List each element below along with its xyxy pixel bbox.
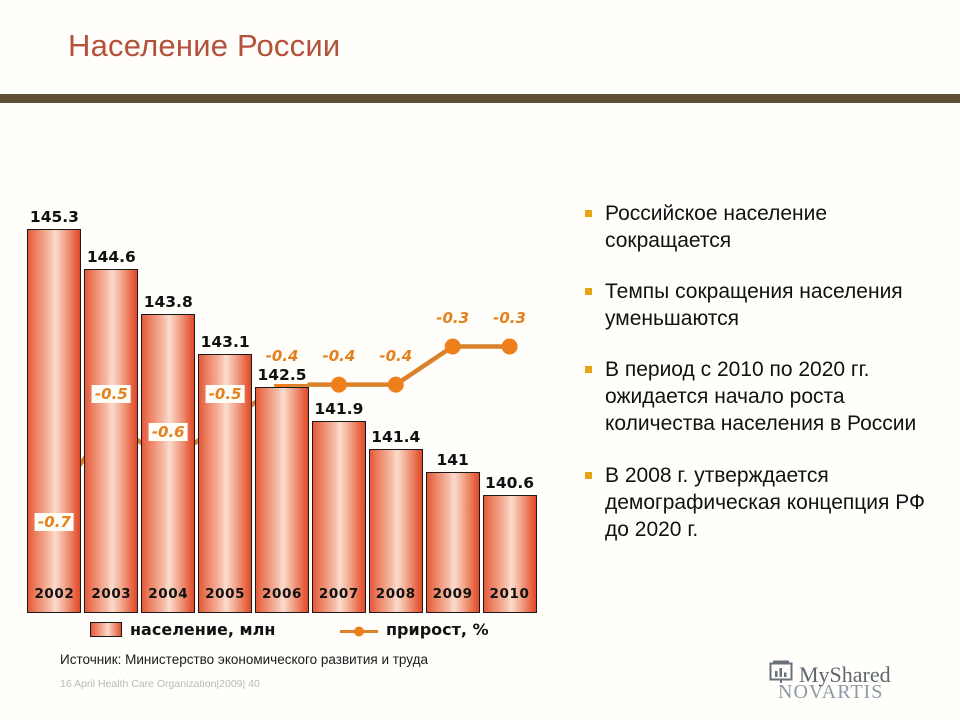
chart-plot-area: 145.3 144.6 143.8 143.1 142.5 141.9 141.4 141 14… xyxy=(26,190,538,613)
bar-slot: 141.9 xyxy=(311,190,366,613)
presentation-board-icon xyxy=(768,660,794,689)
x-axis-label-2005: 2005 xyxy=(205,586,246,602)
bar-slot: 143.8 xyxy=(141,190,196,613)
bullet-item: В 2008 г. утверждается демографическая к… xyxy=(585,462,945,543)
legend-label-growth: прирост, % xyxy=(386,620,489,639)
population-bar[interactable] xyxy=(311,421,366,613)
growth-rate-marker[interactable] xyxy=(387,376,404,393)
growth-rate-value-label: -0.5 xyxy=(205,384,245,403)
x-axis-label-2006: 2006 xyxy=(262,586,302,602)
growth-rate-value-label: -0.7 xyxy=(35,512,74,531)
growth-rate-value-label: -0.4 xyxy=(262,346,302,365)
bullet-item: Российское население сокращается xyxy=(585,200,945,254)
bar-swatch-icon xyxy=(90,622,122,637)
bullet-square-icon xyxy=(585,471,592,479)
population-bar[interactable] xyxy=(368,449,423,613)
bar-value-label: 145.3 xyxy=(28,208,80,227)
bullet-item: Темпы сокращения населения уменьшаются xyxy=(585,278,945,332)
growth-rate-marker[interactable] xyxy=(444,338,461,355)
x-axis-tick-labels: 2002 2003 2004 2005 2006 2007 2008 2009 2010 xyxy=(26,586,538,606)
population-chart: 145.3 144.6 143.8 143.1 142.5 141.9 141.4 141 14… xyxy=(0,150,560,650)
chart-legend: население, млн прирост, % xyxy=(90,620,510,646)
x-axis-label-2004: 2004 xyxy=(148,586,189,602)
bar-value-label: 143.8 xyxy=(142,293,194,312)
population-bar[interactable] xyxy=(84,268,139,613)
myshared-label: MyShared xyxy=(799,661,891,687)
bullet-text: В период с 2010 по 2020 гг. ожидается на… xyxy=(605,358,917,436)
x-axis-label-2003: 2003 xyxy=(91,586,132,602)
population-bar[interactable] xyxy=(141,314,196,613)
growth-rate-marker[interactable] xyxy=(330,376,347,393)
population-bar[interactable] xyxy=(255,387,309,613)
bar-value-label: 141.9 xyxy=(313,400,365,419)
bar-value-label: 144.6 xyxy=(85,247,137,266)
footer-note: 16 April Health Care Organization|2009| … xyxy=(60,678,260,690)
x-axis-label-2010: 2010 xyxy=(489,586,530,602)
bullet-list: Российское население сокращается Темпы со… xyxy=(585,200,945,567)
legend-item-growth: прирост, % xyxy=(340,620,489,639)
growth-rate-value-label: -0.4 xyxy=(376,346,416,365)
bar-value-label: 143.1 xyxy=(199,332,251,351)
title-divider xyxy=(0,94,960,103)
bar-value-label: 141 xyxy=(435,451,470,469)
x-axis-label-2002: 2002 xyxy=(34,586,75,602)
source-note: Источник: Министерство экономического ра… xyxy=(60,652,428,667)
growth-rate-value-label: -0.3 xyxy=(490,308,529,327)
bar-value-label: 140.6 xyxy=(484,473,536,492)
line-swatch-icon xyxy=(340,623,378,637)
legend-label-population: население, млн xyxy=(130,620,276,639)
x-axis-label-2008: 2008 xyxy=(375,586,416,602)
bar-slot: 140.6 xyxy=(482,190,537,613)
bar-value-label: 142.5 xyxy=(256,366,308,385)
bar-value-label: 141.4 xyxy=(370,428,422,447)
bullet-square-icon xyxy=(585,210,592,217)
bullet-square-icon xyxy=(585,366,592,374)
myshared-watermark: MyShared xyxy=(768,660,891,689)
novartis-logo: NOVARTIS xyxy=(778,681,884,703)
x-axis-label-2009: 2009 xyxy=(432,586,473,602)
bullet-text: Темпы сокращения населения уменьшаются xyxy=(605,280,903,331)
population-bar[interactable] xyxy=(425,472,480,613)
bar-slot: 141 xyxy=(425,190,480,613)
growth-rate-value-label: -0.4 xyxy=(319,346,359,365)
growth-rate-value-label: -0.5 xyxy=(91,384,131,403)
bullet-item: В период с 2010 по 2020 гг. ожидается на… xyxy=(585,356,945,437)
growth-rate-value-label: -0.3 xyxy=(433,308,473,327)
bullet-text: Российское население сокращается xyxy=(605,202,828,253)
page-title: Население России xyxy=(68,28,341,63)
bar-slot: 145.3 xyxy=(27,190,82,613)
bullet-square-icon xyxy=(585,288,592,296)
bar-slot: 142.5 xyxy=(255,190,309,613)
bar-slot: 141.4 xyxy=(368,190,423,613)
legend-item-population: население, млн xyxy=(90,620,275,639)
bullet-text: В 2008 г. утверждается демографическая к… xyxy=(605,463,925,541)
population-bar[interactable] xyxy=(27,229,82,613)
growth-rate-value-label: -0.6 xyxy=(148,422,188,441)
growth-rate-marker[interactable] xyxy=(501,338,518,355)
x-axis-label-2007: 2007 xyxy=(318,586,359,602)
population-bar[interactable] xyxy=(482,494,537,613)
bar-slot: 144.6 xyxy=(84,190,139,613)
